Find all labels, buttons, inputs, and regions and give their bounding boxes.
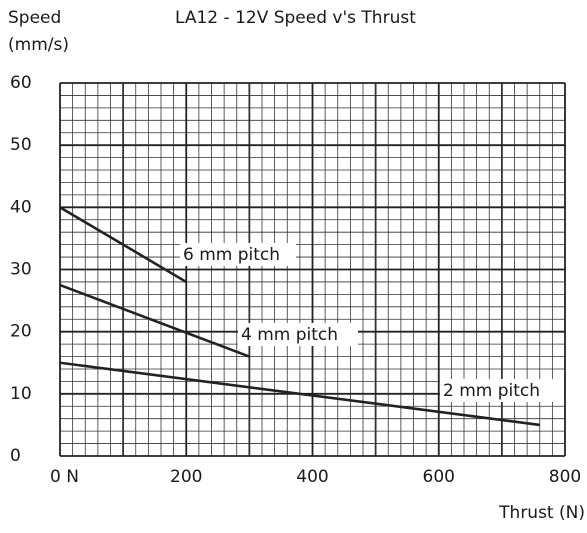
x-tick-label: 0 N [50,467,79,487]
y-tick-label: 30 [10,260,32,280]
y-tick-label: 0 [10,446,21,466]
line [59,361,540,427]
chart-title: LA12 - 12V Speed v's Thrust [175,8,416,28]
y-tick-label: 50 [10,135,32,155]
x-axis-label: Thrust (N) [498,503,585,523]
y-axis-label: (mm/s) [8,35,69,55]
series-label: 2 mm pitch [443,381,540,401]
label-box [180,243,296,266]
y-tick-label: 10 [10,384,32,404]
y-tick-label: 20 [10,322,32,342]
y-axis-label: Speed [8,8,61,28]
x-tick-label: 600 [423,467,455,487]
x-tick-label: 200 [170,467,202,487]
label-box [238,323,358,346]
series-label: 4 mm pitch [241,325,338,345]
x-tick-label: 800 [549,467,581,487]
x-tick-label: 400 [296,467,328,487]
label-box [440,379,564,402]
series-label: 6 mm pitch [183,245,280,265]
y-tick-label: 60 [10,73,32,93]
y-tick-label: 40 [10,197,32,217]
line [59,283,250,358]
line [59,206,187,284]
